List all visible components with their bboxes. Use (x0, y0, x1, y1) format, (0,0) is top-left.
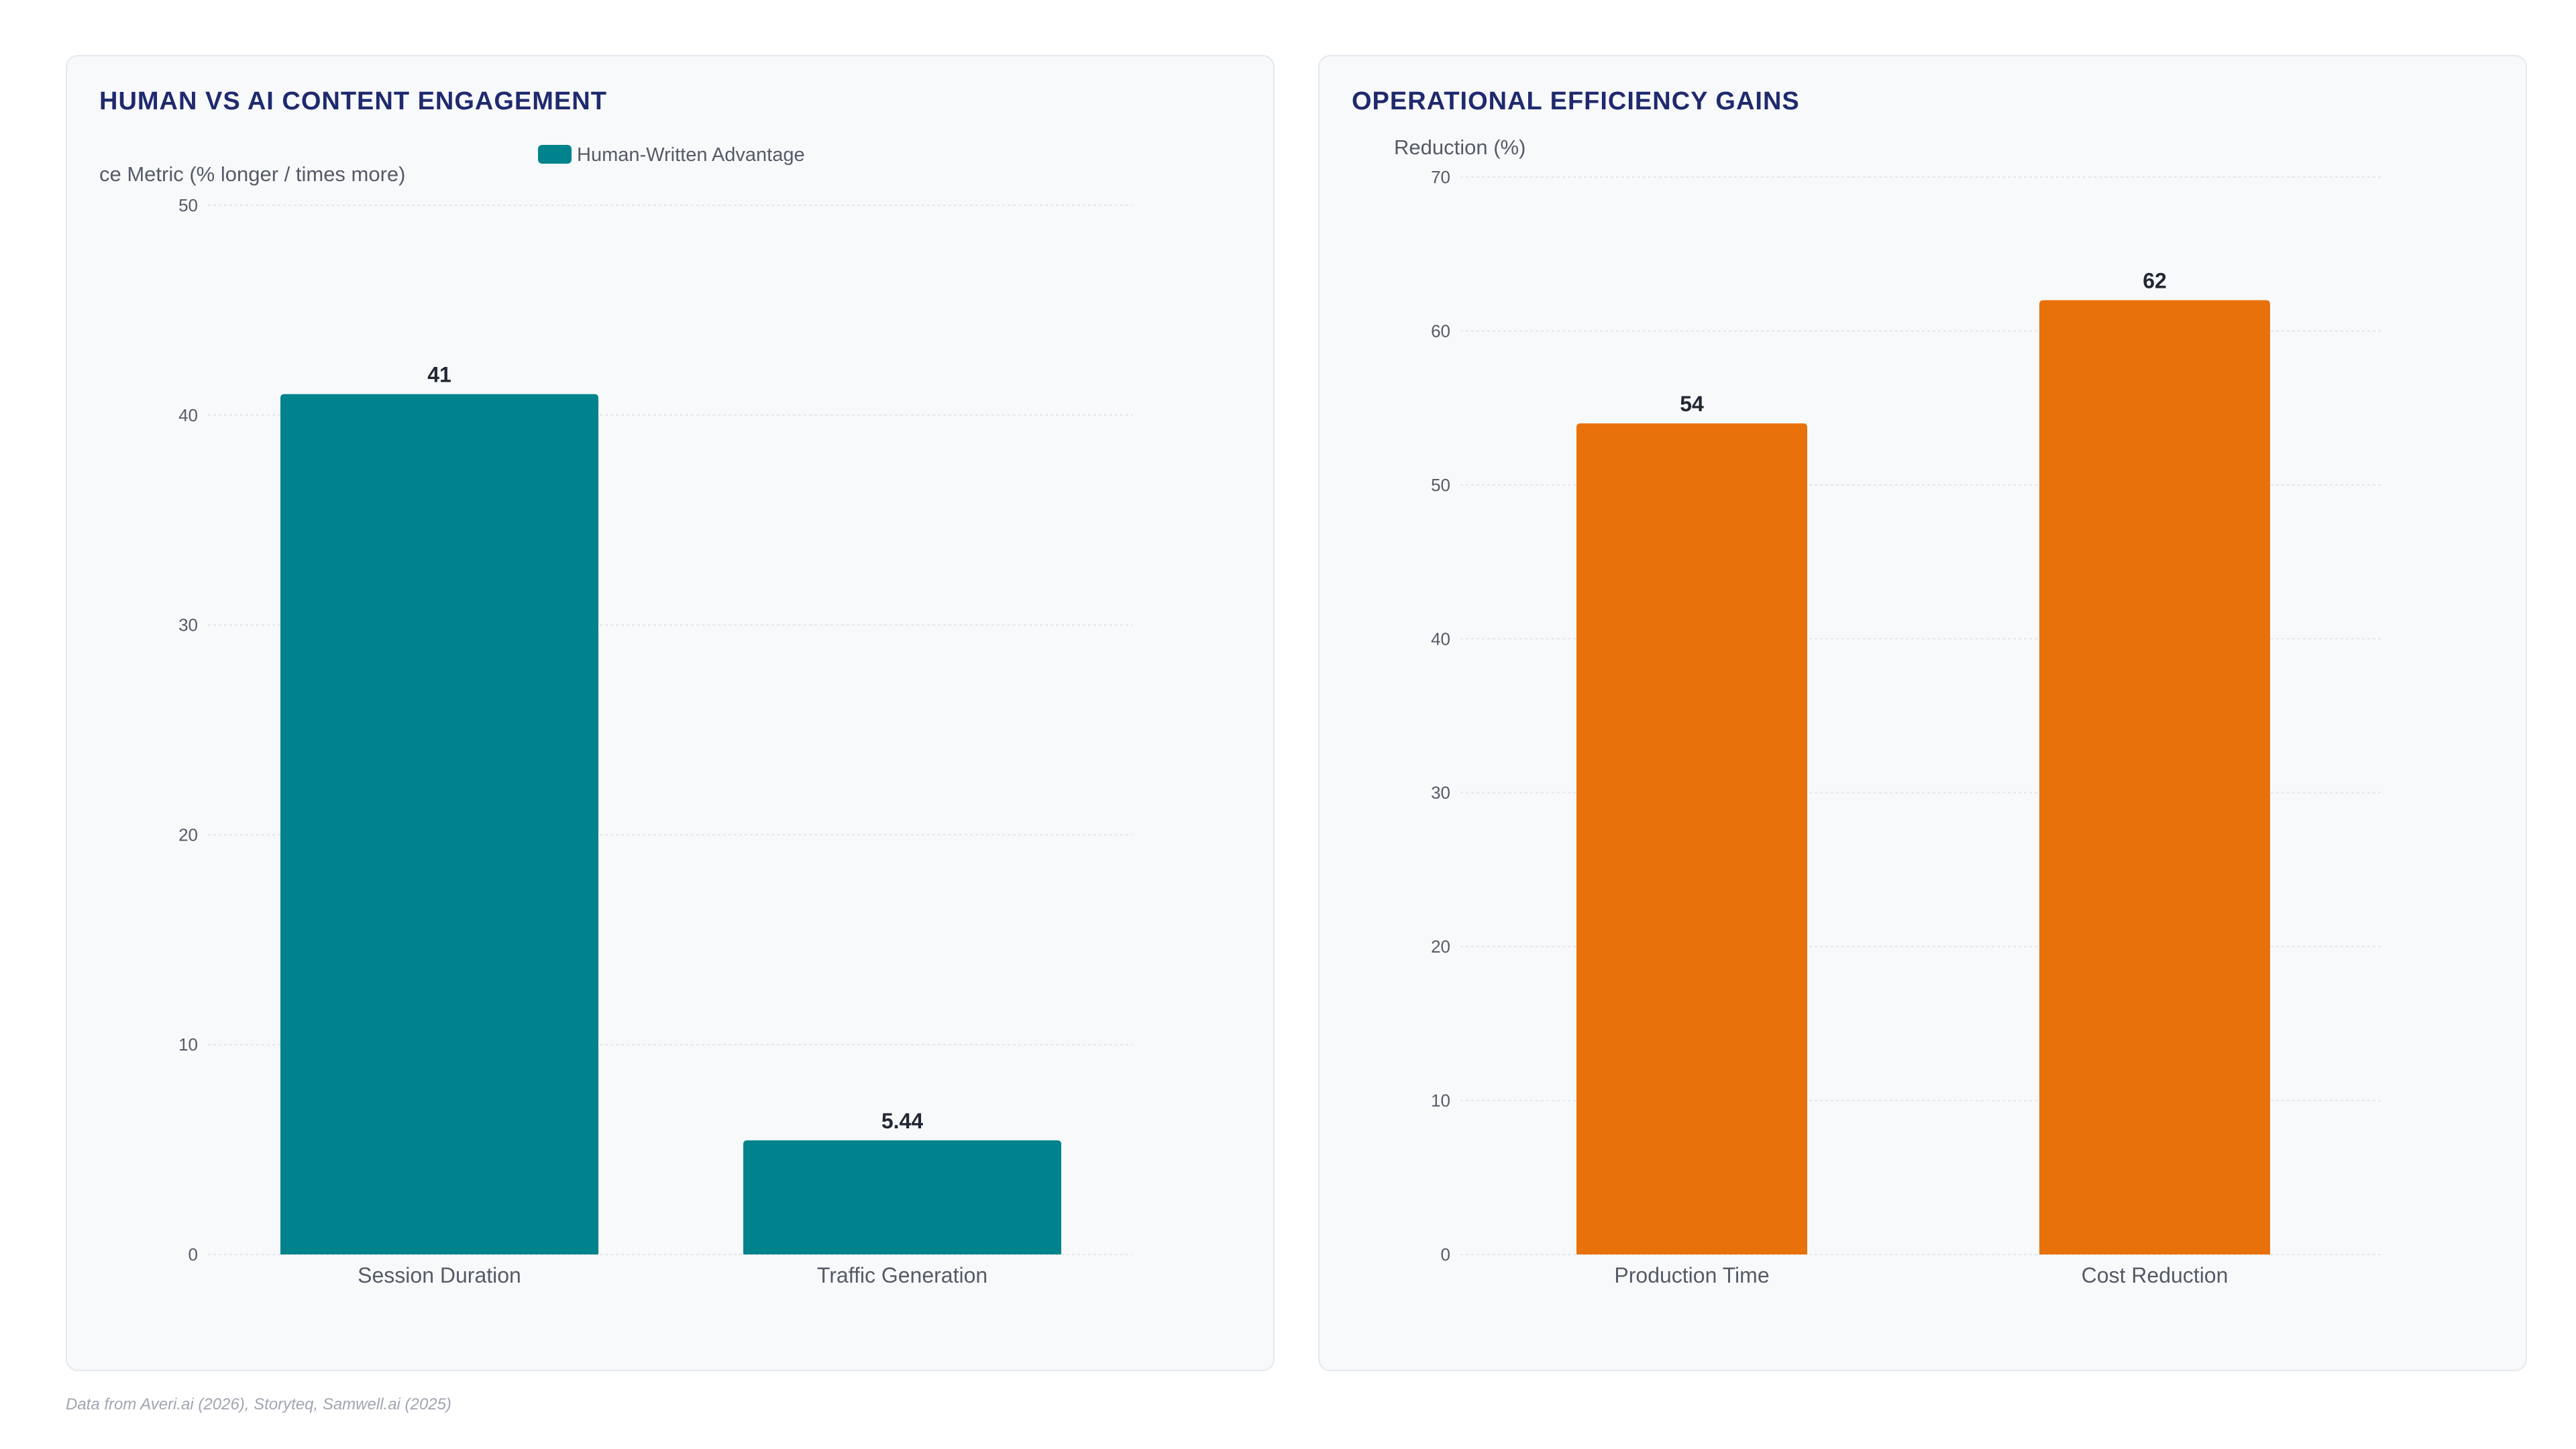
engagement-chart: 0 10 20 30 40 50 ce Metric (% longer / times m… (99, 144, 1132, 1287)
y-tick-label: 40 (178, 405, 198, 425)
y-tick-label: 0 (189, 1244, 198, 1265)
x-tick-label: Cost Reduction (2082, 1263, 2229, 1287)
bar (1576, 423, 1807, 1254)
source-footnote: Data from Averi.ai (2026), Storyteq, Sam… (66, 1395, 451, 1413)
legend-swatch (538, 145, 572, 164)
chart-title: HUMAN VS AI CONTENT ENGAGEMENT (99, 87, 607, 115)
y-tick-label: 30 (178, 615, 198, 635)
data-label: 41 (427, 363, 451, 387)
data-label: 5.44 (881, 1109, 923, 1133)
y-axis-title: ce Metric (% longer / times more) (99, 162, 406, 186)
bar (2039, 300, 2270, 1254)
y-tick-label: 30 (1431, 783, 1450, 803)
x-tick-label: Traffic Generation (817, 1263, 987, 1287)
bar (743, 1140, 1061, 1254)
y-tick-label: 10 (1431, 1091, 1450, 1111)
bar (280, 394, 598, 1254)
data-label: 54 (1680, 392, 1704, 416)
y-tick-label: 40 (1431, 629, 1450, 649)
x-tick-label: Production Time (1614, 1263, 1769, 1287)
engagement-chart-panel: HUMAN VS AI CONTENT ENGAGEMENT 0 10 20 30 40… (66, 55, 1275, 1371)
y-tick-label: 20 (178, 824, 198, 845)
data-label: 62 (2143, 269, 2167, 293)
y-tick-label: 50 (1431, 475, 1450, 495)
y-tick-label: 20 (1431, 936, 1450, 957)
chart-title: OPERATIONAL EFFICIENCY GAINS (1352, 87, 1800, 115)
efficiency-chart-panel: OPERATIONAL EFFICIENCY GAINS 0 10 20 30 40 50… (1318, 55, 2527, 1371)
y-tick-label: 70 (1431, 167, 1450, 187)
y-tick-label: 60 (1431, 321, 1450, 341)
legend-label: Human-Written Advantage (577, 144, 805, 166)
y-tick-label: 50 (178, 195, 198, 215)
efficiency-chart: 0 10 20 30 40 50 60 70 Reduction (%) 54 Production… (1394, 136, 2383, 1287)
y-tick-label: 10 (178, 1034, 198, 1055)
x-tick-label: Session Duration (358, 1263, 521, 1287)
y-tick-label: 0 (1441, 1244, 1450, 1265)
y-axis-title: Reduction (%) (1394, 136, 1525, 159)
